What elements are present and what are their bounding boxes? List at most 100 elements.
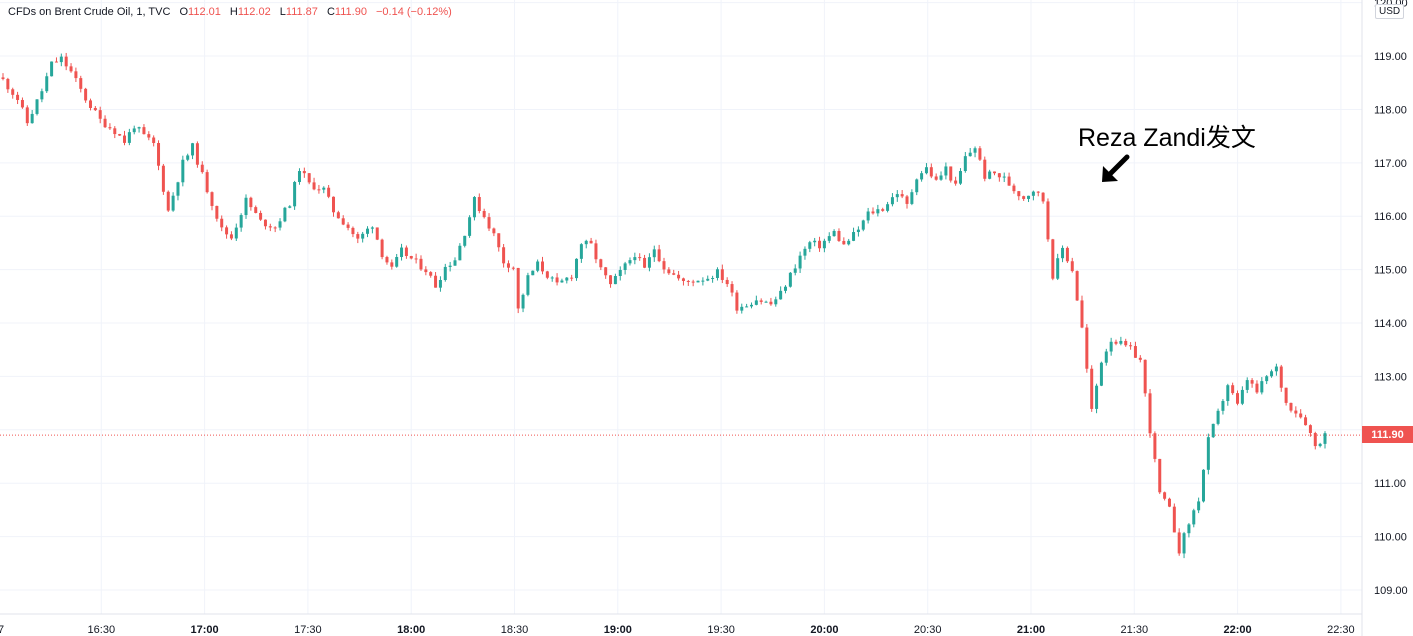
candle-body bbox=[263, 219, 267, 227]
candle-body bbox=[759, 300, 763, 302]
candle-body bbox=[273, 227, 277, 229]
candle-body bbox=[1211, 423, 1215, 438]
candle-body bbox=[385, 257, 389, 263]
chart-grid bbox=[0, 0, 1362, 614]
open-label: O bbox=[179, 6, 189, 18]
candle-body bbox=[968, 152, 972, 157]
y-tick-label: 118.00 bbox=[1374, 104, 1407, 116]
candle-body bbox=[536, 261, 540, 271]
candle-body bbox=[579, 244, 583, 259]
candle-body bbox=[1085, 327, 1089, 369]
candle-body bbox=[1245, 380, 1249, 390]
candle-body bbox=[657, 249, 661, 262]
x-tick-label: 22:30 bbox=[1327, 624, 1355, 636]
candle-body bbox=[856, 229, 860, 233]
candle-body bbox=[516, 267, 520, 309]
x-tick-label: 21:30 bbox=[1121, 624, 1149, 636]
candle-body bbox=[1279, 366, 1283, 388]
candle-body bbox=[268, 226, 272, 228]
candle-body bbox=[1216, 410, 1220, 424]
candle-body bbox=[210, 192, 214, 206]
candle-body bbox=[691, 281, 695, 283]
candle-body bbox=[677, 274, 681, 279]
candle-body bbox=[1143, 359, 1147, 394]
candle-body bbox=[45, 76, 49, 92]
x-tick-label: 19:00 bbox=[604, 624, 632, 636]
candle-body bbox=[920, 173, 924, 180]
candle-body bbox=[74, 71, 78, 79]
x-tick-label: 17:00 bbox=[191, 624, 219, 636]
candle-body bbox=[1236, 393, 1240, 404]
candle-body bbox=[297, 171, 301, 183]
candle-body bbox=[613, 275, 617, 285]
candle-body bbox=[1031, 191, 1035, 196]
candle-body bbox=[161, 165, 165, 192]
candle-body bbox=[332, 196, 335, 213]
candle-body bbox=[852, 232, 856, 241]
candle-body bbox=[409, 256, 413, 259]
candle-body bbox=[400, 247, 404, 258]
candle-body bbox=[1289, 402, 1293, 411]
currency-badge[interactable]: USD bbox=[1375, 4, 1405, 19]
candle-body bbox=[487, 217, 491, 229]
candle-body bbox=[317, 189, 321, 191]
candle-body bbox=[667, 269, 671, 274]
candle-body bbox=[434, 275, 438, 288]
candle-body bbox=[472, 197, 476, 218]
candle-body bbox=[1036, 191, 1040, 193]
candle-body bbox=[774, 299, 778, 305]
candle-body bbox=[215, 205, 219, 219]
candle-body bbox=[239, 215, 243, 228]
candle-body bbox=[1201, 469, 1205, 502]
candle-body bbox=[1002, 176, 1006, 178]
candle-body bbox=[390, 262, 394, 267]
close-value: 111.90 bbox=[334, 6, 367, 18]
candle-body bbox=[176, 182, 180, 196]
x-tick-label: 07 bbox=[0, 624, 4, 636]
candle-body bbox=[50, 61, 54, 77]
candle-body bbox=[662, 261, 666, 270]
candle-body bbox=[40, 91, 44, 100]
candle-body bbox=[832, 230, 836, 237]
candle-body bbox=[706, 278, 710, 281]
candle-body bbox=[166, 191, 170, 211]
candle-body bbox=[1022, 196, 1026, 199]
candle-body bbox=[1308, 425, 1312, 434]
candle-body bbox=[609, 275, 613, 285]
candle-body bbox=[113, 128, 117, 135]
candle-body bbox=[997, 173, 1001, 178]
candle-body bbox=[458, 245, 462, 261]
candle-body bbox=[302, 171, 306, 174]
candle-body bbox=[599, 259, 603, 268]
candle-body bbox=[482, 210, 486, 218]
candle-body bbox=[740, 306, 744, 311]
candle-body bbox=[414, 258, 418, 260]
candle-body bbox=[1133, 346, 1137, 358]
close-label: C bbox=[326, 6, 335, 18]
candle-body bbox=[11, 89, 15, 95]
candle-body bbox=[419, 258, 423, 270]
candle-body bbox=[98, 110, 102, 119]
candle-body bbox=[1065, 247, 1069, 262]
candle-body bbox=[123, 135, 127, 143]
candle-body bbox=[545, 271, 549, 278]
candle-body bbox=[152, 137, 156, 144]
candle-body bbox=[293, 182, 297, 207]
annotation-text: Reza Zandi发文 bbox=[1078, 124, 1256, 152]
x-tick-label: 22:00 bbox=[1224, 624, 1252, 636]
candle-body bbox=[88, 100, 92, 108]
candle-body bbox=[924, 167, 928, 174]
candle-body bbox=[983, 159, 987, 179]
candle-body bbox=[1114, 341, 1118, 344]
candle-body bbox=[623, 263, 627, 270]
candle-body bbox=[64, 56, 68, 67]
candle-body bbox=[973, 148, 977, 153]
candle-body bbox=[25, 107, 29, 124]
candle-body bbox=[1119, 340, 1123, 344]
candle-body bbox=[312, 182, 316, 190]
last-price-tag: 111.90 bbox=[1362, 426, 1413, 443]
candle-body bbox=[958, 171, 962, 184]
candle-body bbox=[205, 172, 209, 193]
candle-body bbox=[808, 242, 812, 249]
